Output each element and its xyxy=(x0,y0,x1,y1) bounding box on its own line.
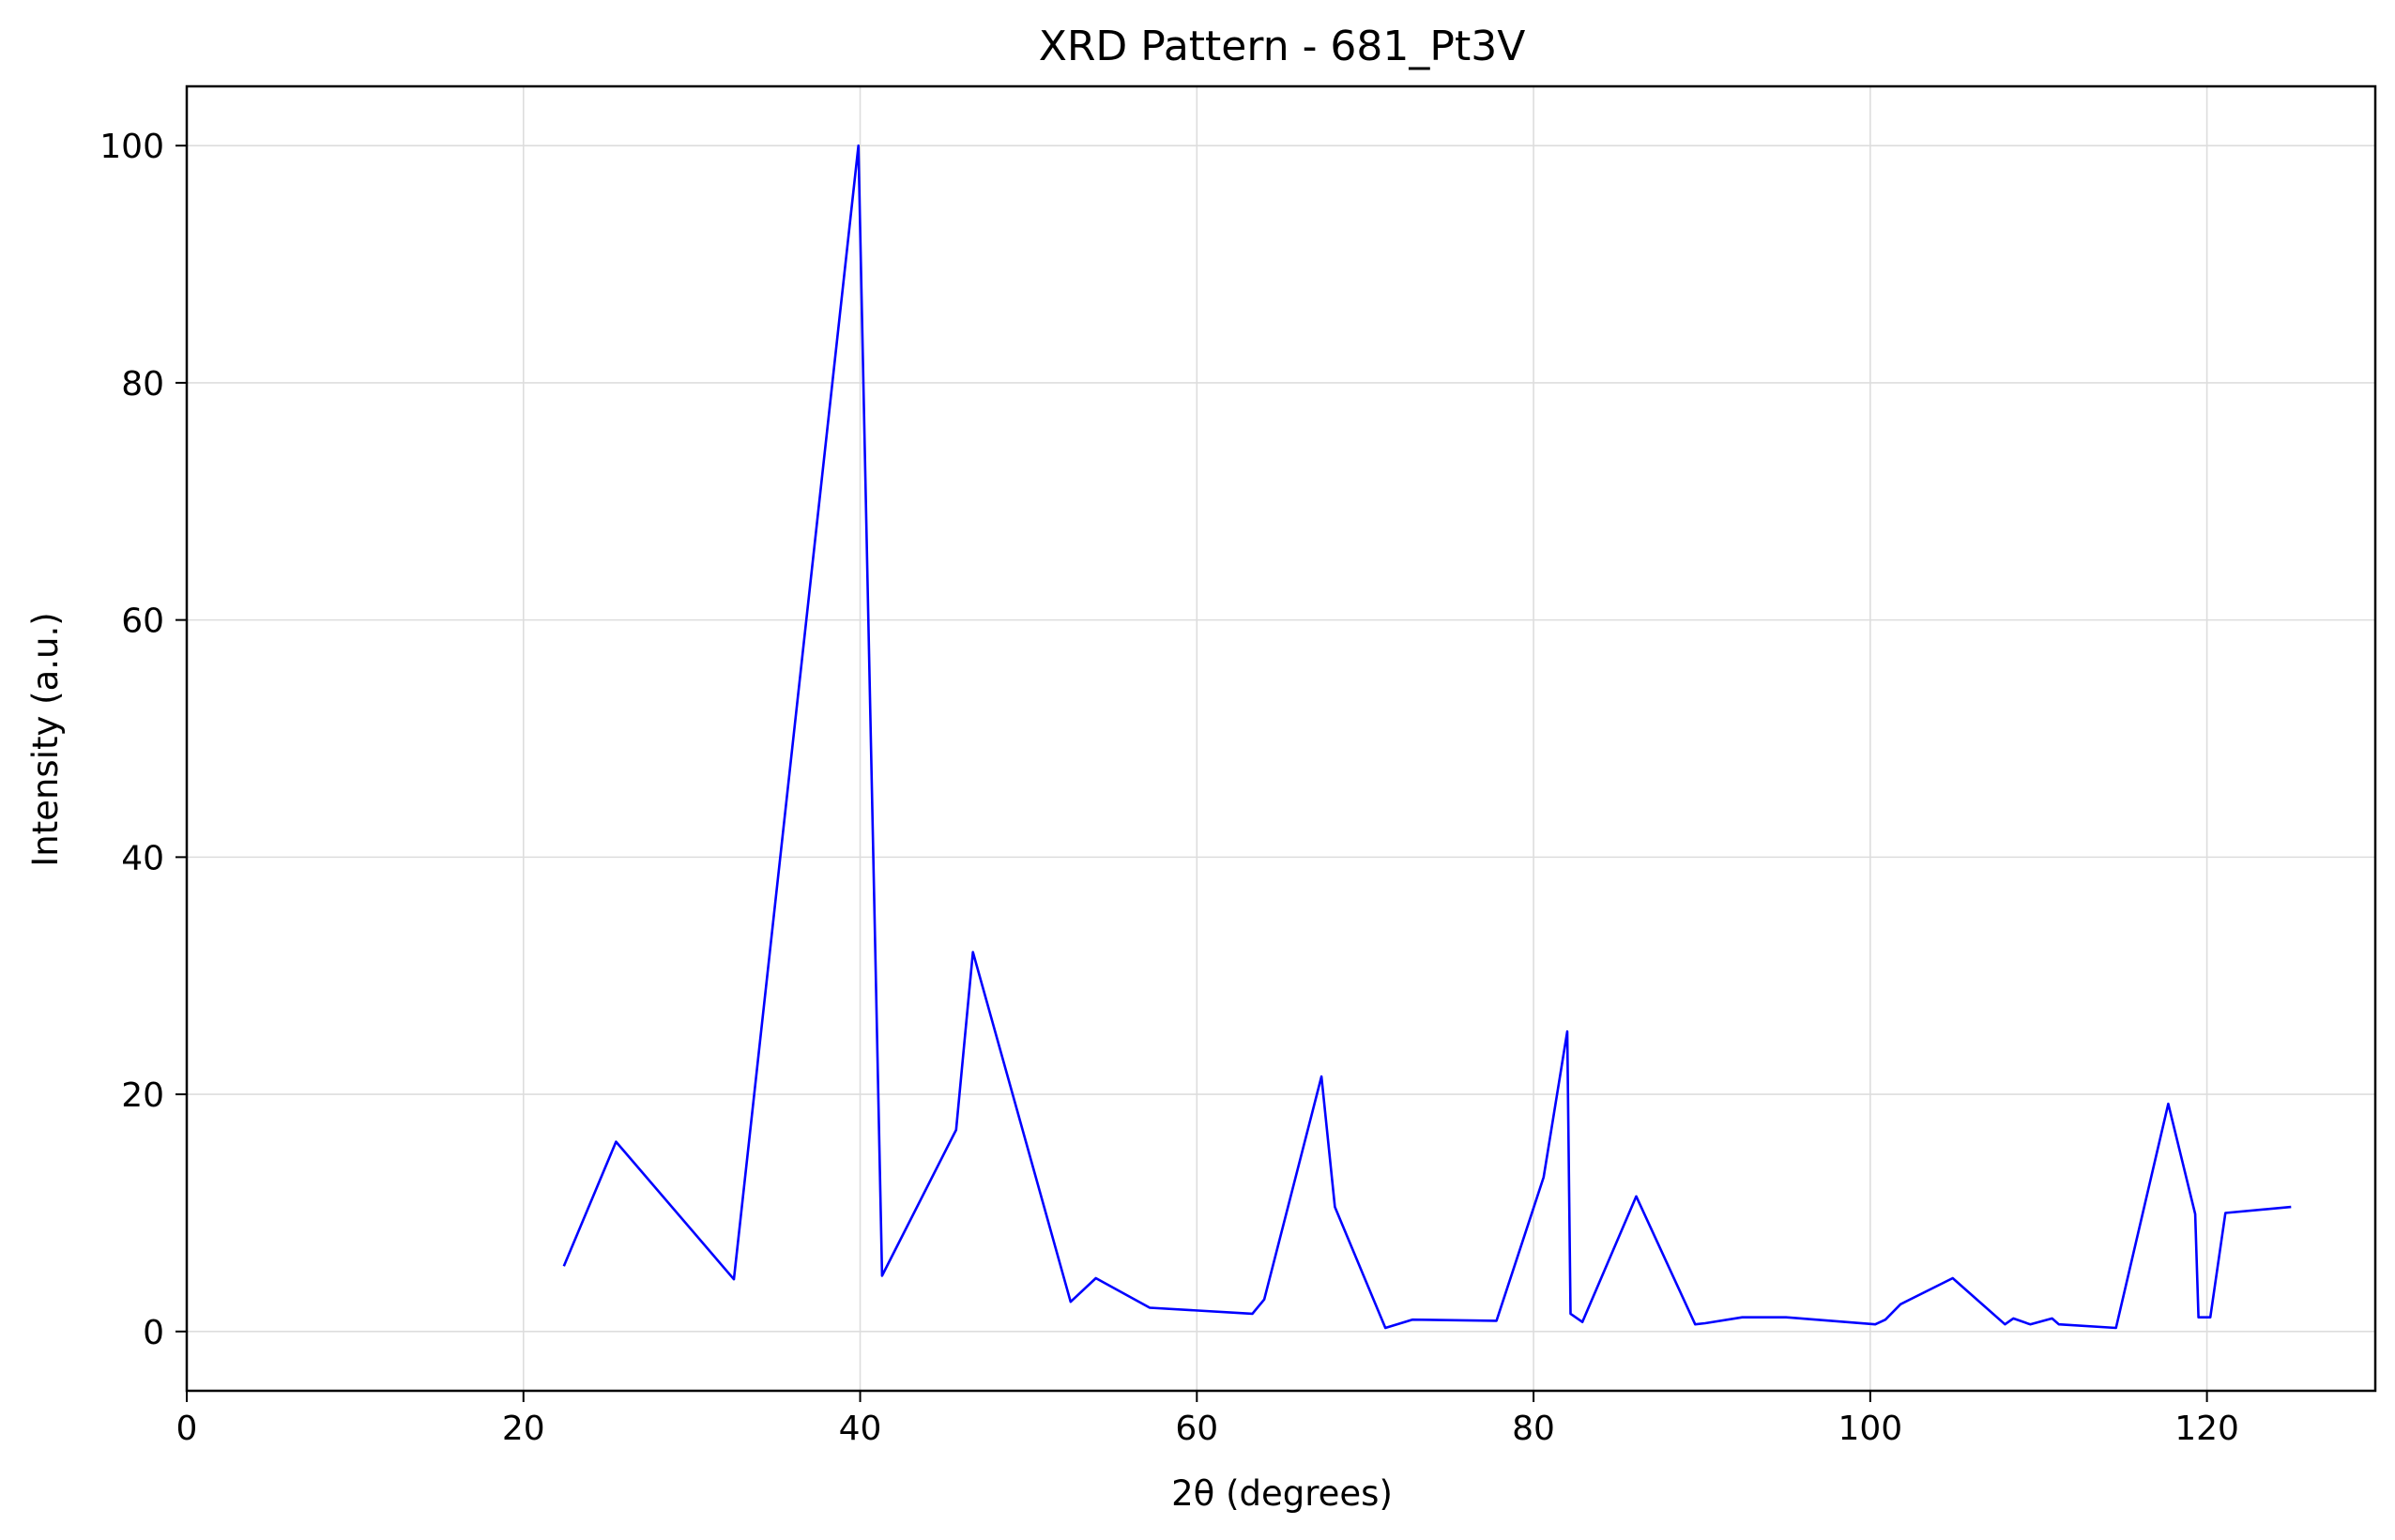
x-tick-label: 40 xyxy=(839,1410,882,1448)
chart-title: XRD Pattern - 681_Pt3V xyxy=(1039,23,1526,70)
y-tick-label: 80 xyxy=(121,365,164,404)
x-tick-label: 120 xyxy=(2174,1410,2239,1448)
x-axis-label: 2θ (degrees) xyxy=(1171,1473,1393,1514)
x-tick-label: 100 xyxy=(1838,1410,1902,1448)
y-tick-label: 20 xyxy=(121,1076,164,1115)
y-tick-label: 60 xyxy=(121,602,164,641)
x-tick-label: 80 xyxy=(1512,1410,1555,1448)
y-tick-label: 40 xyxy=(121,839,164,877)
y-tick-label: 100 xyxy=(99,128,164,166)
x-tick-label: 0 xyxy=(176,1410,198,1448)
y-tick-label: 0 xyxy=(143,1314,164,1352)
x-tick-label: 60 xyxy=(1175,1410,1218,1448)
y-axis-label: Intensity (a.u.) xyxy=(25,612,66,866)
x-tick-label: 20 xyxy=(502,1410,545,1448)
